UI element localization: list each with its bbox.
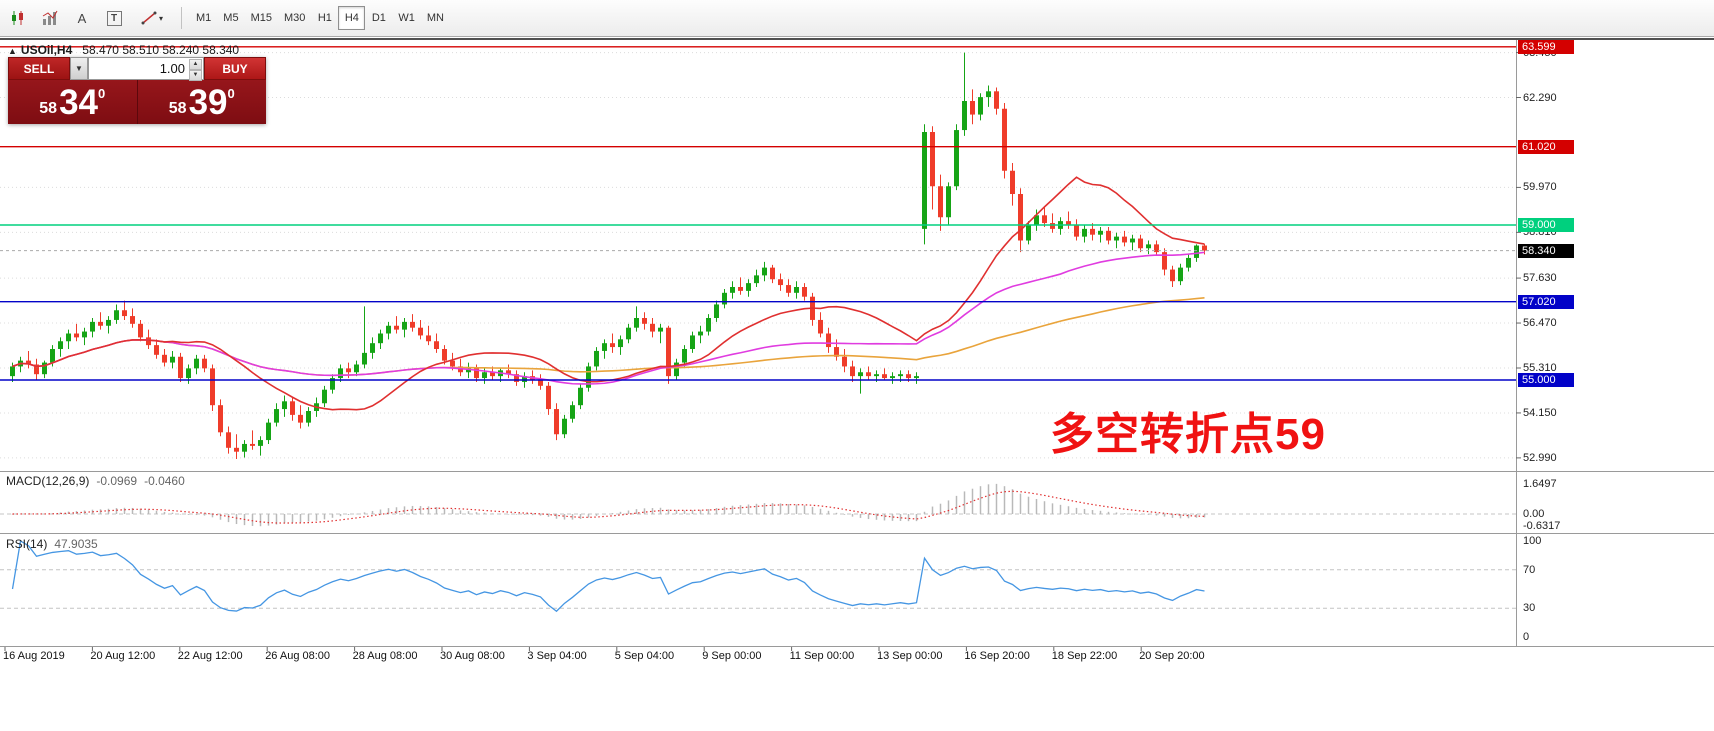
toolbar-separator xyxy=(181,7,182,29)
price-divider xyxy=(136,80,138,124)
chart-title: ▲ USOil,H4 58.470 58.510 58.240 58.340 xyxy=(8,43,239,57)
macd-label: MACD(12,26,9) -0.0969 -0.0460 xyxy=(6,474,185,488)
timeframe-button-h4[interactable]: H4 xyxy=(338,6,366,30)
draw-tools-icon[interactable]: ▾ xyxy=(133,5,171,31)
rsi-value: 47.9035 xyxy=(54,537,98,551)
timeframe-button-w1[interactable]: W1 xyxy=(392,6,421,30)
rsi-title: RSI(14) xyxy=(6,537,48,551)
ma-fast-line xyxy=(12,176,1205,411)
macd-main-value: -0.0969 xyxy=(96,474,138,488)
symbol-timeframe-label: USOil,H4 xyxy=(20,43,73,57)
text-tool-label: T xyxy=(106,10,122,26)
cursor-tool-label: A xyxy=(77,10,87,26)
volume-spinner: ▲ ▼ xyxy=(189,59,202,81)
ma-mid-line xyxy=(12,251,1205,385)
indicators-icon[interactable] xyxy=(37,5,63,31)
volume-decrease-button[interactable]: ▼ xyxy=(189,70,202,81)
charts-icon[interactable] xyxy=(5,5,31,31)
timeframe-button-m30[interactable]: M30 xyxy=(278,6,311,30)
timeframe-button-d1[interactable]: D1 xyxy=(365,6,392,30)
volume-field-wrap: ▲ ▼ xyxy=(88,57,204,81)
buy-price-display[interactable]: 58 39 0 xyxy=(138,80,267,124)
candles-layer xyxy=(10,52,1207,460)
timeframe-button-mn[interactable]: MN xyxy=(421,6,450,30)
chart-annotation: 多空转折点59 xyxy=(1050,410,1326,459)
text-tool-icon[interactable]: T xyxy=(101,5,127,31)
timeframe-button-m5[interactable]: M5 xyxy=(217,6,244,30)
macd-histogram xyxy=(11,483,1206,527)
buy-price-point: 0 xyxy=(227,85,235,101)
ohlc-values: 58.470 58.510 58.240 58.340 xyxy=(82,43,240,57)
chart-window-border xyxy=(0,38,1714,40)
cursor-tool-icon[interactable]: A xyxy=(69,5,95,31)
timeframe-button-m15[interactable]: M15 xyxy=(245,6,278,30)
macd-title: MACD(12,26,9) xyxy=(6,474,90,488)
sell-price-point: 0 xyxy=(98,85,106,101)
buy-price-whole: 58 xyxy=(168,100,187,117)
candlestick-glyph xyxy=(12,11,23,25)
sell-price-display[interactable]: 58 34 0 xyxy=(8,80,137,124)
buy-button[interactable]: BUY xyxy=(204,57,266,80)
buy-price-pips: 39 xyxy=(188,82,228,122)
timeframe-button-m1[interactable]: M1 xyxy=(190,6,217,30)
sell-price-pips: 34 xyxy=(59,82,98,122)
chevron-down-icon: ▾ xyxy=(158,13,163,23)
volume-dropdown-button[interactable]: ▼ xyxy=(70,57,88,80)
macd-signal-value: -0.0460 xyxy=(144,474,185,488)
toolbar: A T ▾ M1 M5 M15 M30 H1 H4 D1 W1 MN xyxy=(0,0,1714,37)
indicator-glyph xyxy=(42,10,58,25)
volume-increase-button[interactable]: ▲ xyxy=(189,59,202,70)
ma-slow-line xyxy=(12,297,1205,377)
rsi-label: RSI(14) 47.9035 xyxy=(6,537,98,551)
chevron-down-icon: ▼ xyxy=(75,64,83,73)
timeframe-button-h1[interactable]: H1 xyxy=(311,6,338,30)
volume-input[interactable] xyxy=(89,58,203,79)
timeframe-group: M1 M5 M15 M30 H1 H4 D1 W1 MN xyxy=(190,6,450,30)
sell-button[interactable]: SELL xyxy=(8,57,70,80)
macd-signal-line xyxy=(12,490,1205,524)
trendline-glyph xyxy=(141,11,157,25)
collapse-marker-icon[interactable]: ▲ xyxy=(8,46,17,56)
rsi-line xyxy=(11,539,1205,613)
sell-price-whole: 58 xyxy=(39,100,58,117)
